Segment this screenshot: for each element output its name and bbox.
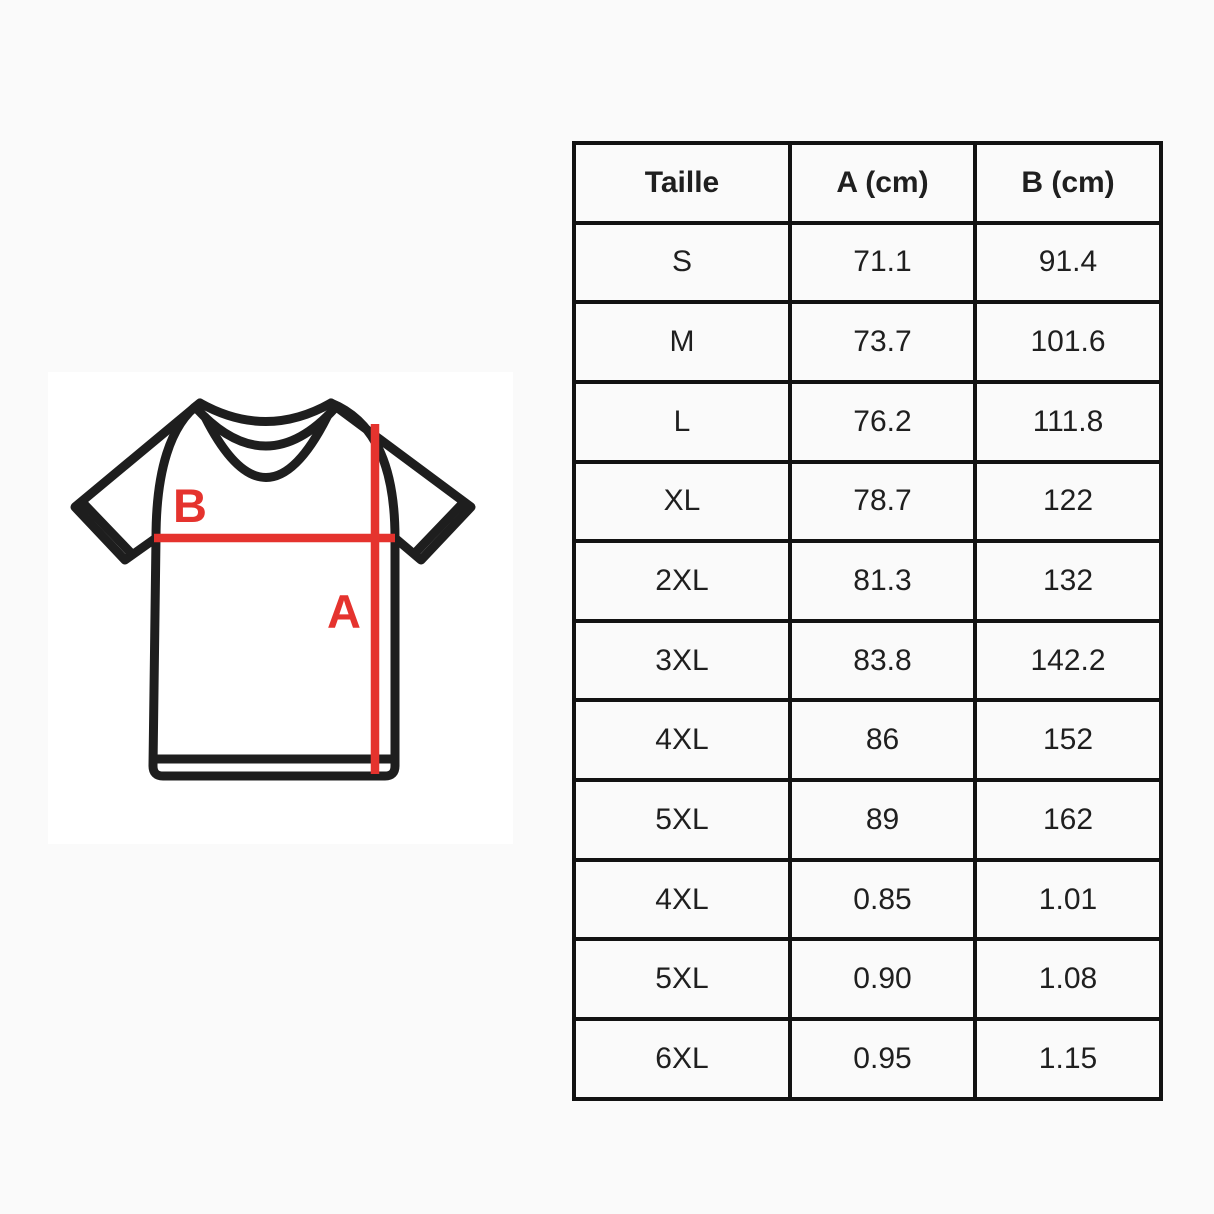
a-value-cell: 71.1 — [788, 220, 977, 305]
b-value-cell: 132 — [973, 539, 1163, 623]
b-value-cell: 162 — [973, 778, 1163, 862]
a-value-cell: 89 — [788, 778, 977, 862]
a-value-cell: 0.90 — [788, 937, 977, 1022]
a-value-cell: 83.8 — [788, 618, 977, 703]
table-row: 5XL 0.90 1.08 — [572, 937, 1163, 1022]
b-value-cell: 111.8 — [973, 379, 1163, 464]
a-value-cell: 73.7 — [788, 300, 977, 384]
b-value-cell: 1.15 — [973, 1017, 1163, 1101]
a-value-cell: 78.7 — [788, 459, 977, 544]
size-cell: XL — [572, 459, 792, 544]
right-cuff-line — [411, 499, 467, 557]
b-value-cell: 142.2 — [973, 618, 1163, 703]
size-cell: 4XL — [572, 698, 792, 783]
table-row: 6XL 0.95 1.15 — [572, 1017, 1163, 1101]
a-value-cell: 0.85 — [788, 857, 977, 942]
label-b: B — [173, 479, 207, 532]
tshirt-outline — [70, 398, 476, 781]
size-cell: M — [572, 300, 792, 384]
tshirt-measurement-icon: B A — [70, 398, 476, 781]
size-cell: S — [572, 220, 792, 305]
size-cell: 2XL — [572, 539, 792, 623]
table-row: 2XL 81.3 132 — [572, 539, 1163, 623]
size-cell: 5XL — [572, 778, 792, 862]
table-row: 3XL 83.8 142.2 — [572, 618, 1163, 703]
table-row: XL 78.7 122 — [572, 459, 1163, 544]
left-sleeve-seam — [151, 398, 205, 543]
table-row: M 73.7 101.6 — [572, 300, 1163, 384]
diagram-panel: B A — [48, 372, 513, 844]
table-row: 4XL 86 152 — [572, 698, 1163, 783]
b-value-cell: 152 — [973, 698, 1163, 783]
header-cell-b-cm: B (cm) — [973, 141, 1163, 225]
b-value-cell: 122 — [973, 459, 1163, 544]
b-value-cell: 1.01 — [973, 857, 1163, 942]
collar-inner-arc — [200, 412, 332, 482]
a-value-cell: 86 — [788, 698, 977, 783]
b-value-cell: 1.08 — [973, 937, 1163, 1022]
size-cell: 6XL — [572, 1017, 792, 1101]
size-cell: 3XL — [572, 618, 792, 703]
label-a: A — [327, 585, 361, 638]
right-sleeve-seam — [326, 398, 400, 543]
table-row: S 71.1 91.4 — [572, 220, 1163, 305]
a-value-cell: 0.95 — [788, 1017, 977, 1101]
b-value-cell: 91.4 — [973, 220, 1163, 305]
table-header-row: Taille A (cm) B (cm) — [572, 141, 1163, 225]
a-value-cell: 76.2 — [788, 379, 977, 464]
left-cuff-line — [79, 499, 135, 557]
header-cell-taille: Taille — [572, 141, 792, 225]
table-row: 4XL 0.85 1.01 — [572, 857, 1163, 942]
table-row: 5XL 89 162 — [572, 778, 1163, 862]
size-cell: 5XL — [572, 937, 792, 1022]
table-row: L 76.2 111.8 — [572, 379, 1163, 464]
size-chart-table: Taille A (cm) B (cm) S 71.1 91.4 M 73.7 … — [572, 141, 1163, 1101]
header-cell-a-cm: A (cm) — [788, 141, 977, 225]
size-cell: L — [572, 379, 792, 464]
b-value-cell: 101.6 — [973, 300, 1163, 384]
a-value-cell: 81.3 — [788, 539, 977, 623]
size-cell: 4XL — [572, 857, 792, 942]
